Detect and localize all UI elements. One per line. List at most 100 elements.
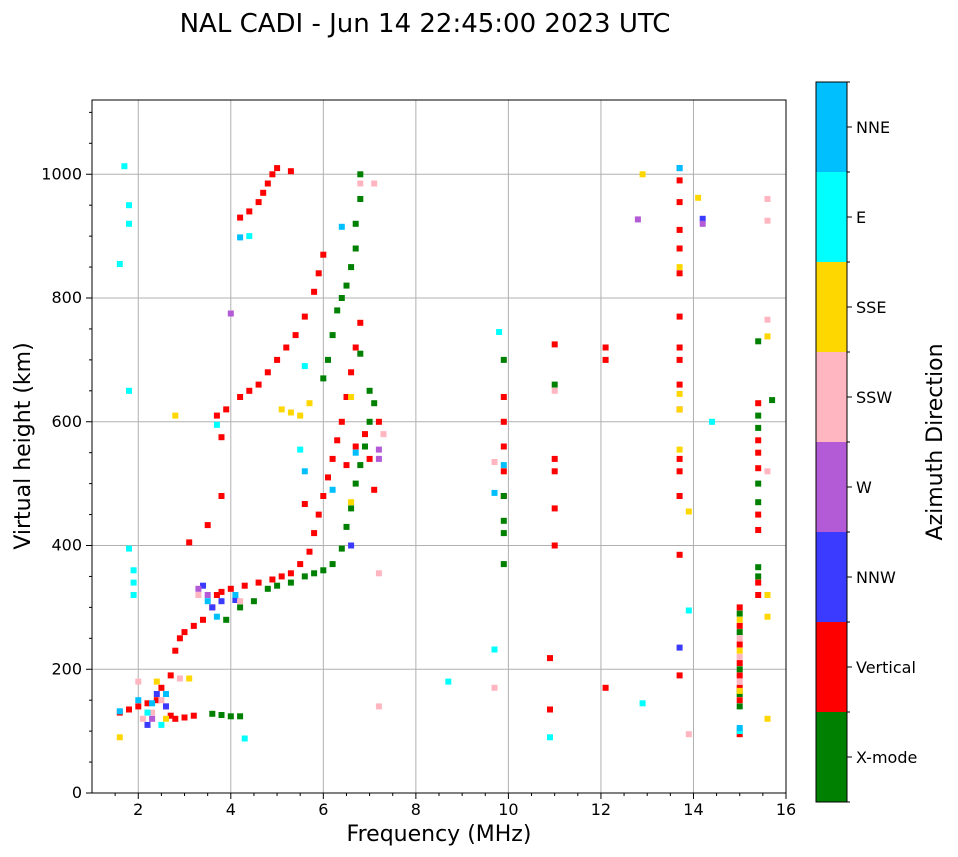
point-sse [306, 400, 313, 407]
point-vertical [551, 468, 558, 475]
y-tick-label: 0 [72, 783, 82, 802]
point-x-mode [325, 356, 331, 363]
point-vertical [676, 381, 683, 388]
point-nnw [153, 691, 160, 697]
point-w [699, 220, 706, 227]
point-vertical [755, 465, 762, 472]
point-vertical [213, 592, 220, 598]
point-sse [153, 678, 160, 685]
point-ssw [375, 703, 382, 710]
point-vertical [500, 468, 507, 475]
point-vertical [357, 319, 364, 326]
point-vertical [126, 706, 132, 713]
point-vertical [371, 486, 378, 493]
point-x-mode [301, 573, 308, 580]
point-nne [338, 223, 345, 230]
point-vertical [551, 505, 558, 512]
point-ssw [176, 675, 183, 682]
point-vertical [181, 629, 188, 636]
point-nnw [676, 644, 683, 651]
point-vertical [755, 592, 762, 598]
point-ssw [764, 196, 771, 202]
point-vertical [352, 443, 359, 450]
point-nne [736, 725, 743, 731]
point-vertical [500, 418, 507, 425]
point-vertical [153, 697, 160, 704]
point-vertical [237, 394, 244, 400]
point-x-mode [755, 424, 762, 431]
point-ssw [736, 635, 743, 642]
point-ssw [195, 592, 202, 598]
point-x-mode [311, 570, 318, 577]
point-vertical [213, 412, 220, 419]
x-tick-label: 16 [776, 800, 796, 819]
point-sse [764, 333, 771, 340]
point-x-mode [357, 171, 364, 178]
point-e [736, 728, 743, 735]
point-x-mode [755, 564, 762, 571]
point-vertical [736, 604, 743, 611]
point-nne [301, 468, 308, 475]
point-x-mode [500, 356, 507, 363]
point-e [297, 446, 304, 453]
y-axis-ticks: 0 200 400 600 800 1000 [41, 111, 92, 802]
point-vertical [551, 341, 558, 348]
point-ssw [375, 570, 382, 577]
point-vertical [223, 406, 230, 413]
point-vertical [500, 443, 507, 450]
point-vertical [676, 356, 683, 363]
point-sse [348, 499, 355, 506]
point-vertical [602, 356, 609, 363]
point-vertical [237, 214, 244, 221]
point-vertical [755, 527, 762, 533]
colorbar-swatch [816, 352, 847, 442]
point-sse [287, 409, 294, 416]
point-ssw [380, 431, 387, 438]
point-vertical [255, 579, 262, 586]
azimuth-colorbar: X-mode Vertical NNW W SSW SSE E NNE [815, 81, 917, 803]
point-vertical [343, 394, 350, 400]
point-x-mode [736, 666, 743, 673]
point-vertical [269, 171, 276, 178]
point-x-mode [227, 713, 234, 720]
point-x-mode [371, 400, 378, 407]
point-vertical [204, 522, 211, 529]
point-x-mode [736, 629, 743, 636]
point-vertical [158, 684, 165, 691]
point-e [121, 163, 128, 170]
point-vertical [167, 712, 174, 719]
point-vertical [181, 714, 188, 721]
point-vertical [736, 684, 743, 691]
point-vertical [190, 712, 197, 719]
point-vertical [334, 437, 341, 444]
point-x-mode [250, 598, 257, 605]
point-x-mode [264, 585, 271, 592]
point-ssw [551, 387, 558, 394]
point-ssw [139, 715, 146, 722]
point-vertical [736, 660, 743, 667]
point-x-mode [500, 530, 507, 537]
point-vertical [676, 468, 683, 475]
y-tick-label: 600 [51, 412, 82, 431]
x-axis-ticks: 2 4 6 8 10 12 14 16 [114, 793, 796, 819]
point-x-mode [551, 381, 558, 388]
point-vertical [676, 344, 683, 351]
point-x-mode [366, 418, 373, 425]
point-sse [676, 264, 683, 271]
point-x-mode [362, 443, 368, 450]
point-vertical [200, 616, 206, 623]
point-vertical [755, 400, 762, 407]
point-e [116, 261, 123, 267]
point-e [126, 387, 132, 394]
point-x-mode [500, 561, 507, 568]
point-nne [329, 486, 336, 493]
point-x-mode [287, 579, 294, 586]
point-vertical [602, 344, 609, 351]
point-vertical [260, 189, 267, 196]
point-x-mode [769, 397, 776, 404]
point-e [130, 579, 137, 586]
point-x-mode [348, 505, 355, 512]
point-vertical [547, 655, 553, 662]
point-sse [736, 647, 743, 654]
